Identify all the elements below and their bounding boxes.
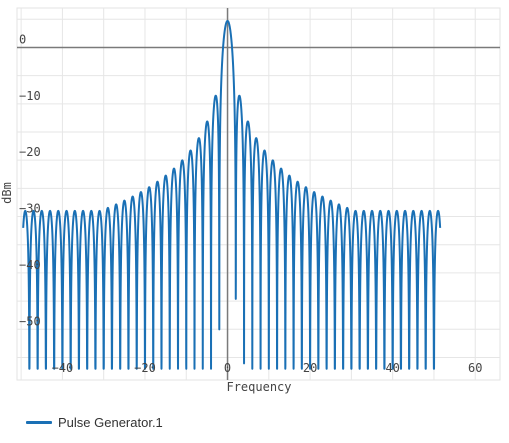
y-tick-label: 0 bbox=[19, 32, 26, 46]
legend-label: Pulse Generator.1 bbox=[58, 415, 163, 430]
y-tick-label: −50 bbox=[19, 314, 41, 328]
legend-swatch bbox=[26, 421, 52, 424]
zero-axis-lines bbox=[17, 8, 500, 380]
plot-frame bbox=[16, 7, 501, 381]
x-tick-label: −20 bbox=[134, 361, 156, 375]
legend[interactable]: Pulse Generator.1 bbox=[26, 415, 163, 430]
series-layer bbox=[22, 19, 442, 370]
x-tick-label: −40 bbox=[52, 361, 74, 375]
x-tick-label: 60 bbox=[468, 361, 482, 375]
y-tick-label: −40 bbox=[19, 258, 41, 272]
y-axis-title: dBm bbox=[0, 182, 14, 204]
tick-labels: −40 −20 0 20 40 60 0 −10 −20 −30 −40 −50 bbox=[19, 32, 482, 375]
grid bbox=[16, 7, 501, 381]
y-tick-label: −10 bbox=[19, 89, 41, 103]
x-axis-title: Frequency bbox=[226, 380, 291, 394]
x-tick-label: 40 bbox=[385, 361, 399, 375]
y-tick-label: −30 bbox=[19, 202, 41, 216]
x-tick-label: 0 bbox=[224, 361, 231, 375]
x-tick-label: 20 bbox=[303, 361, 317, 375]
series-line bbox=[22, 19, 442, 370]
y-tick-label: −20 bbox=[19, 145, 41, 159]
